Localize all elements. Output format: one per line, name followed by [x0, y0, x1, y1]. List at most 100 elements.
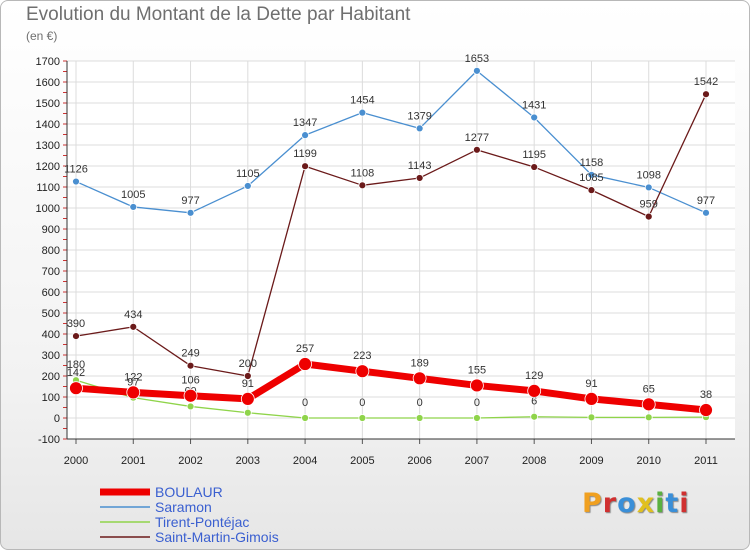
series-line-tirent-pont-jac	[75, 379, 707, 419]
data-label: 1158	[580, 157, 604, 169]
x-tick-label: 2006	[407, 455, 431, 467]
data-label: 1005	[121, 189, 145, 201]
proxiti-logo: Proxiti	[582, 488, 690, 519]
data-point	[186, 208, 195, 217]
data-point	[530, 113, 539, 122]
data-label: 1431	[522, 99, 546, 111]
y-tick-label: 300	[42, 350, 60, 362]
data-label: 91	[242, 378, 254, 390]
data-point	[587, 170, 596, 179]
data-label: 1085	[579, 172, 603, 184]
data-label: 142	[67, 367, 85, 379]
data-label: 1098	[636, 169, 660, 181]
data-point	[702, 90, 710, 99]
data-label: 6	[531, 396, 537, 408]
data-label: 1126	[64, 164, 88, 176]
data-point	[243, 408, 252, 417]
data-point	[702, 208, 710, 217]
data-point	[473, 66, 481, 75]
x-tick-label: 2011	[694, 455, 718, 467]
data-point	[72, 177, 80, 186]
y-tick-label: 1700	[36, 56, 60, 68]
x-tick-label: 2003	[236, 455, 260, 467]
y-tick-label: 600	[42, 287, 60, 299]
data-point	[301, 414, 309, 422]
y-tick-label: 1600	[36, 77, 60, 89]
y-tick-label: 1000	[36, 203, 60, 215]
data-label: 38	[700, 389, 712, 401]
data-point	[412, 371, 427, 386]
data-point	[473, 145, 481, 154]
data-label: 249	[181, 348, 199, 360]
data-label: 106	[181, 375, 199, 387]
x-tick-label: 2001	[121, 455, 145, 467]
data-point	[644, 212, 653, 221]
x-tick-label: 2010	[636, 455, 660, 467]
data-point	[415, 414, 424, 422]
y-tick-label: 800	[42, 245, 60, 257]
chart-unit: (en €)	[26, 29, 58, 43]
data-label: 0	[302, 397, 308, 409]
data-label: 1143	[408, 160, 432, 172]
data-label: 1195	[522, 149, 546, 161]
data-label: 1199	[293, 148, 317, 160]
data-label: 0	[359, 397, 365, 409]
data-point	[358, 414, 367, 422]
y-tick-label: 500	[42, 308, 60, 320]
data-label: 223	[353, 350, 371, 362]
data-point	[473, 414, 481, 422]
data-point	[186, 402, 195, 411]
data-point	[358, 181, 367, 190]
data-point	[415, 124, 424, 133]
data-point	[644, 413, 653, 422]
data-point	[186, 361, 195, 370]
data-label: 1277	[465, 132, 489, 144]
y-tick-label: -100	[38, 434, 60, 446]
data-label: 257	[296, 343, 314, 355]
x-tick-label: 2004	[293, 455, 317, 467]
data-label: 91	[585, 378, 597, 390]
data-label: 1653	[465, 53, 489, 65]
data-point	[240, 391, 255, 406]
data-point	[530, 163, 539, 171]
data-label: 180	[67, 359, 85, 371]
data-point	[243, 182, 252, 190]
data-label: 977	[181, 195, 199, 207]
y-tick-label: 400	[42, 329, 60, 341]
data-point	[126, 385, 141, 400]
legend-label: BOULAUR	[155, 484, 223, 500]
y-tick-label: 1200	[36, 161, 60, 173]
data-label: 1108	[351, 167, 375, 179]
data-point	[641, 397, 656, 412]
y-tick-label: 100	[42, 392, 60, 404]
y-tick-label: 1300	[36, 140, 60, 152]
y-tick-label: 700	[42, 266, 60, 278]
data-point	[587, 186, 596, 195]
y-tick-label: 0	[54, 413, 60, 425]
data-label: 0	[474, 397, 480, 409]
data-point	[530, 412, 539, 421]
data-label: 977	[697, 195, 715, 207]
data-point	[72, 332, 80, 341]
y-tick-label: 1400	[36, 119, 60, 131]
data-label: 959	[640, 199, 658, 211]
data-label: 1105	[236, 168, 260, 180]
legend-label: Saint-Martin-Gimois	[155, 529, 279, 545]
x-tick-label: 2007	[465, 455, 489, 467]
legend-label: Saramon	[155, 499, 212, 515]
data-point	[301, 131, 309, 140]
data-point	[587, 413, 596, 422]
data-point	[527, 384, 542, 398]
data-label: 1454	[350, 95, 374, 107]
data-label: 122	[124, 371, 142, 383]
y-tick-label: 1100	[36, 182, 60, 194]
data-point	[301, 162, 309, 171]
data-label: 200	[239, 358, 257, 370]
data-point	[298, 357, 312, 371]
data-point	[129, 203, 138, 211]
data-label: 0	[417, 397, 423, 409]
data-label: 155	[468, 364, 486, 376]
y-tick-label: 900	[42, 224, 60, 236]
series-line-saramon	[75, 70, 707, 214]
